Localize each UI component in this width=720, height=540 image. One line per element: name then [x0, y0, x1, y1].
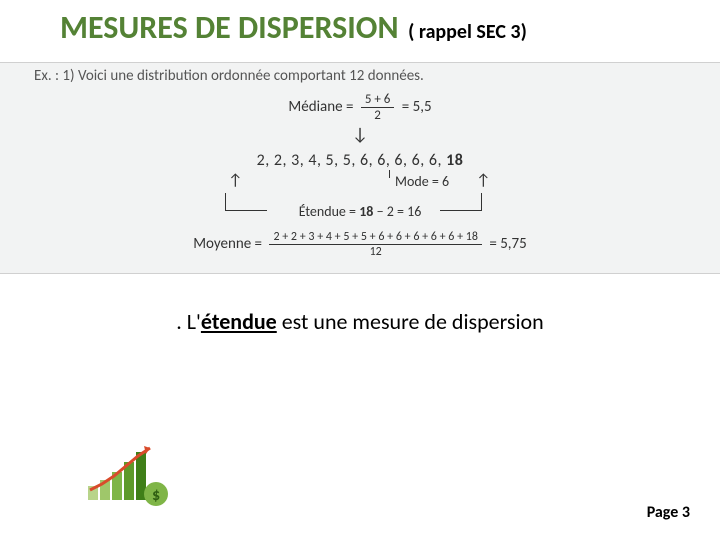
- etendue-suffix: − 2 = 16: [373, 203, 421, 220]
- data-before: 2, 2, 3, 4, 5, 5,: [257, 151, 360, 170]
- arrow-up-left-icon: ↑: [228, 171, 242, 190]
- svg-text:$: $: [152, 486, 160, 505]
- mediane-label: Médiane =: [288, 98, 353, 116]
- example-intro: Ex. : 1) Voici une distribution ordonnée…: [34, 67, 424, 85]
- arrow-up-right-icon: ↑: [476, 171, 490, 190]
- slide: MESURES DE DISPERSION ( rappel SEC 3) Ex…: [0, 0, 720, 540]
- caption: . L'étendue est une mesure de dispersion: [0, 308, 720, 335]
- mediane-result: = 5,5: [402, 98, 432, 116]
- etendue-prefix: Étendue =: [299, 203, 360, 220]
- moyenne-result: = 5,75: [489, 235, 526, 253]
- mediane-num: 5 + 6: [361, 93, 395, 108]
- mediane-row: Médiane = 5 + 6 2 = 5,5: [0, 93, 720, 122]
- title-sub: ( rappel SEC 3): [408, 20, 527, 44]
- moyenne-fraction: 2 + 2 + 3 + 4 + 5 + 5 + 6 + 6 + 6 + 6 + …: [269, 231, 482, 258]
- title-row: MESURES DE DISPERSION ( rappel SEC 3): [60, 8, 680, 47]
- caption-prefix: L': [187, 308, 201, 335]
- title-main: MESURES DE DISPERSION: [60, 8, 399, 47]
- caption-bold: étendue: [201, 308, 277, 335]
- arrow-down-icon: ↓: [352, 123, 368, 145]
- page-number: Page 3: [647, 503, 690, 522]
- caption-suffix: est une mesure de dispersion: [277, 308, 544, 335]
- caption-dot: .: [176, 308, 187, 335]
- data-row: 2, 2, 3, 4, 5, 5, 6, 6, 6, 6, 6, 18: [0, 151, 720, 170]
- etendue-bold: 18: [359, 203, 373, 220]
- mode-tick: [389, 170, 390, 178]
- data-modes: 6, 6, 6, 6, 6,: [360, 151, 442, 170]
- moyenne-num: 2 + 2 + 3 + 4 + 5 + 5 + 6 + 6 + 6 + 6 + …: [269, 231, 482, 245]
- mediane-fraction: 5 + 6 2: [361, 93, 395, 122]
- etendue-row: Étendue = 18 − 2 = 16: [0, 203, 720, 220]
- growth-chart-icon: $: [86, 442, 176, 512]
- mediane-den: 2: [361, 108, 395, 122]
- moyenne-label: Moyenne =: [193, 235, 262, 253]
- moyenne-den: 12: [269, 245, 482, 258]
- example-box: Ex. : 1) Voici une distribution ordonnée…: [0, 62, 720, 274]
- mode-label: Mode = 6: [395, 173, 449, 190]
- moyenne-row: Moyenne = 2 + 2 + 3 + 4 + 5 + 5 + 6 + 6 …: [0, 231, 720, 258]
- data-last: 18: [442, 151, 463, 170]
